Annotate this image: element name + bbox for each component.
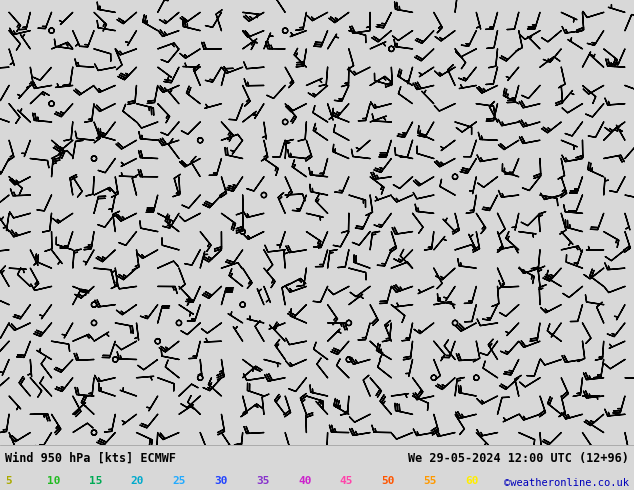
Text: 30: 30	[214, 476, 228, 487]
Text: 60: 60	[465, 476, 479, 487]
Text: 15: 15	[89, 476, 102, 487]
Text: 10: 10	[47, 476, 60, 487]
Text: 50: 50	[382, 476, 395, 487]
Text: 35: 35	[256, 476, 269, 487]
Text: 45: 45	[340, 476, 353, 487]
Text: 25: 25	[172, 476, 186, 487]
Text: 20: 20	[131, 476, 144, 487]
Text: Wind 950 hPa [kts] ECMWF: Wind 950 hPa [kts] ECMWF	[5, 452, 176, 465]
Text: 55: 55	[424, 476, 437, 487]
Text: 5: 5	[5, 476, 12, 487]
Text: 40: 40	[298, 476, 311, 487]
Text: We 29-05-2024 12:00 UTC (12+96): We 29-05-2024 12:00 UTC (12+96)	[408, 452, 629, 465]
Text: ©weatheronline.co.uk: ©weatheronline.co.uk	[504, 478, 629, 488]
